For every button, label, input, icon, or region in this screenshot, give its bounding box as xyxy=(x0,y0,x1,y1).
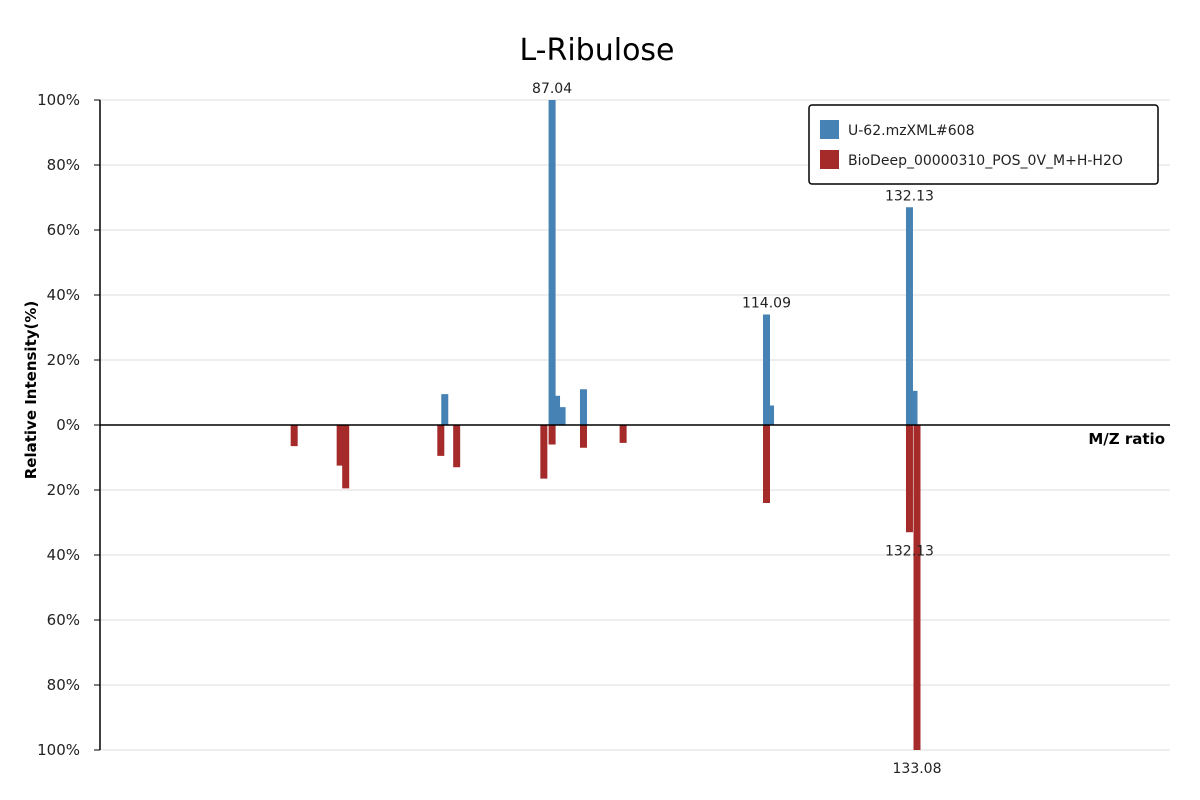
observed-peak-bar xyxy=(579,389,587,425)
observed-peak-bar xyxy=(905,207,913,425)
observed-peak-bar xyxy=(762,314,770,425)
y-tick-label: 40% xyxy=(47,546,80,564)
y-tick-label: 60% xyxy=(47,221,80,239)
observed-peak-bar xyxy=(910,390,918,425)
reference-peak-bar xyxy=(336,425,344,466)
chart-title: L-Ribulose xyxy=(519,33,674,68)
y-tick-label: 60% xyxy=(47,611,80,629)
reference-peak-bar xyxy=(913,425,921,750)
observed-peak-label: 87.04 xyxy=(532,81,572,97)
reference-peak-bar xyxy=(453,425,461,468)
y-tick-label: 100% xyxy=(37,91,80,109)
bars xyxy=(290,100,921,750)
grid-lines xyxy=(100,99,1170,751)
y-tick-label: 20% xyxy=(47,351,80,369)
observed-peak-bar xyxy=(553,395,561,425)
peak-labels: 87.04 114.09 132.13 132.13 133.08 xyxy=(532,81,941,777)
x-axis-label: M/Z ratio xyxy=(1088,430,1165,448)
reference-peak-label: 133.08 xyxy=(893,761,942,777)
y-tick-label: 0% xyxy=(56,416,80,434)
observed-peak-label: 114.09 xyxy=(742,296,791,312)
reference-peak-label: 132.13 xyxy=(885,543,934,559)
legend-box xyxy=(808,104,1159,185)
legend-swatch-reference xyxy=(820,150,839,169)
reference-peak-bar xyxy=(540,425,548,479)
axes: 100% 80% 60% 40% 20% 0% 20% 40% 60% 80% 100% xyxy=(37,91,1170,759)
y-tick-label: 100% xyxy=(37,741,80,759)
observed-peak-label: 132.13 xyxy=(885,188,934,204)
observed-peak-bar xyxy=(558,407,566,425)
reference-peak-bar xyxy=(548,425,556,445)
reference-peak-bar xyxy=(762,425,770,503)
legend-swatch-observed xyxy=(820,120,839,139)
reference-peak-bar xyxy=(579,425,587,448)
y-axis-label: Relative Intensity(%) xyxy=(22,301,40,480)
reference-peak-bar xyxy=(619,425,627,443)
y-tick-label: 40% xyxy=(47,286,80,304)
reference-peak-bar xyxy=(905,425,913,533)
y-tick-label: 20% xyxy=(47,481,80,499)
observed-peak-bar xyxy=(548,100,556,425)
reference-peak-bar xyxy=(342,425,350,489)
y-tick-label: 80% xyxy=(47,156,80,174)
reference-peak-bar xyxy=(437,425,445,456)
reference-peak-bar xyxy=(290,425,298,447)
legend-label-reference: BioDeep_00000310_POS_0V_M+H-H2O xyxy=(848,153,1123,169)
legend-label-observed: U-62.mzXML#608 xyxy=(848,123,974,139)
observed-peak-bar xyxy=(441,394,449,425)
legend: U-62.mzXML#608 BioDeep_00000310_POS_0V_M… xyxy=(808,104,1159,185)
observed-peak-bar xyxy=(767,405,775,425)
y-tick-label: 80% xyxy=(47,676,80,694)
